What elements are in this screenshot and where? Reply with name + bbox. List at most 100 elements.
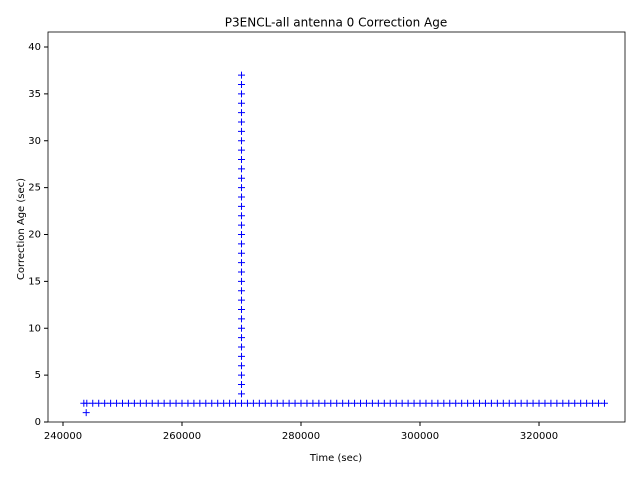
marker bbox=[113, 399, 121, 407]
marker bbox=[238, 146, 246, 154]
marker bbox=[238, 399, 246, 407]
marker bbox=[499, 399, 507, 407]
x-tick-label: 300000 bbox=[401, 431, 439, 442]
marker bbox=[130, 399, 138, 407]
marker bbox=[541, 399, 549, 407]
marker bbox=[238, 118, 246, 126]
marker bbox=[368, 399, 376, 407]
marker bbox=[380, 399, 388, 407]
marker bbox=[238, 99, 246, 107]
marker bbox=[291, 399, 299, 407]
y-tick-label: 15 bbox=[28, 276, 41, 287]
marker bbox=[214, 399, 222, 407]
x-tick-label: 240000 bbox=[44, 431, 82, 442]
marker bbox=[226, 399, 234, 407]
marker bbox=[238, 306, 246, 313]
marker bbox=[362, 399, 370, 407]
marker bbox=[428, 399, 436, 407]
x-axis-label: Time (sec) bbox=[309, 453, 362, 464]
marker bbox=[464, 399, 472, 407]
marker bbox=[279, 399, 287, 407]
marker bbox=[238, 127, 246, 135]
marker bbox=[565, 399, 573, 407]
marker bbox=[446, 399, 454, 407]
marker bbox=[458, 399, 466, 407]
marker bbox=[238, 259, 246, 267]
x-tick-label: 320000 bbox=[520, 431, 558, 442]
marker bbox=[238, 381, 246, 388]
marker bbox=[124, 399, 132, 407]
marker bbox=[238, 390, 246, 398]
marker bbox=[595, 399, 603, 407]
marker bbox=[327, 399, 335, 407]
marker bbox=[392, 399, 400, 407]
marker bbox=[238, 81, 246, 88]
marker bbox=[309, 399, 317, 407]
marker bbox=[583, 399, 591, 407]
marker bbox=[238, 137, 246, 145]
marker bbox=[333, 399, 341, 407]
marker bbox=[238, 277, 246, 285]
x-tick-label: 280000 bbox=[282, 431, 320, 442]
marker bbox=[452, 399, 460, 407]
marker bbox=[493, 399, 501, 407]
marker bbox=[238, 90, 246, 98]
y-tick-label: 20 bbox=[28, 230, 41, 241]
marker bbox=[238, 343, 246, 351]
marker bbox=[238, 268, 246, 276]
marker bbox=[517, 399, 525, 407]
marker bbox=[297, 399, 305, 407]
marker bbox=[529, 399, 537, 407]
marker bbox=[238, 156, 246, 163]
x-tick-label: 260000 bbox=[163, 431, 201, 442]
marker bbox=[238, 202, 246, 210]
marker bbox=[374, 399, 382, 407]
marker bbox=[238, 109, 246, 117]
marker bbox=[267, 399, 275, 407]
chart-title: P3ENCL-all antenna 0 Correction Age bbox=[225, 16, 447, 30]
marker bbox=[315, 399, 323, 407]
marker bbox=[577, 399, 585, 407]
marker bbox=[505, 399, 513, 407]
marker bbox=[238, 352, 246, 360]
marker bbox=[220, 399, 228, 407]
marker bbox=[345, 399, 353, 407]
marker bbox=[238, 287, 246, 295]
marker bbox=[303, 399, 311, 407]
marker bbox=[553, 399, 561, 407]
marker bbox=[196, 399, 204, 407]
marker bbox=[487, 399, 495, 407]
marker bbox=[434, 399, 442, 407]
marker bbox=[440, 399, 448, 407]
marker bbox=[238, 174, 246, 182]
marker bbox=[238, 334, 246, 342]
marker bbox=[339, 399, 347, 407]
marker bbox=[470, 399, 478, 407]
marker bbox=[547, 399, 555, 407]
marker bbox=[238, 165, 246, 173]
marker bbox=[535, 399, 543, 407]
y-tick-label: 30 bbox=[28, 136, 41, 147]
marker bbox=[107, 399, 115, 407]
marker bbox=[238, 240, 246, 248]
marker bbox=[321, 399, 329, 407]
marker bbox=[255, 399, 263, 407]
marker bbox=[83, 399, 91, 407]
plot-frame bbox=[47, 31, 626, 423]
marker bbox=[285, 399, 293, 407]
marker bbox=[118, 399, 126, 407]
marker bbox=[398, 399, 406, 407]
marker bbox=[238, 193, 246, 201]
y-axis-label: Correction Age (sec) bbox=[16, 178, 27, 280]
marker bbox=[476, 399, 484, 407]
marker bbox=[190, 399, 198, 407]
marker bbox=[238, 184, 246, 192]
marker bbox=[178, 399, 186, 407]
y-tick-label: 5 bbox=[35, 370, 41, 381]
marker bbox=[238, 212, 246, 220]
marker bbox=[172, 399, 180, 407]
marker bbox=[136, 399, 144, 407]
marker bbox=[238, 362, 246, 370]
